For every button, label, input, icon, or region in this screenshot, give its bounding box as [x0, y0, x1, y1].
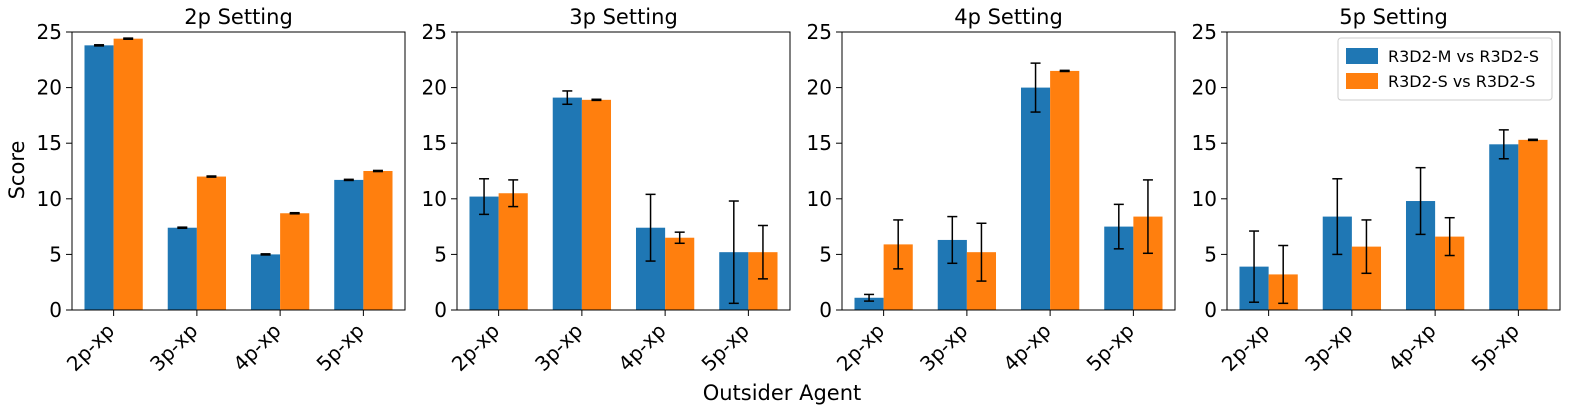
- bar-r3d2s-2p-xp: [113, 38, 143, 311]
- bar-r3d2s-4p-xp: [1050, 70, 1080, 310]
- y-axis-label: Score: [5, 141, 29, 200]
- x-tick-label: 2p-xp: [1217, 319, 1274, 376]
- bar-r3d2m-5p-xp: [1489, 144, 1519, 310]
- y-tick-label: 5: [434, 242, 447, 266]
- y-tick-label: 0: [1204, 298, 1217, 322]
- x-tick-label: 3p-xp: [145, 319, 202, 376]
- panel-2: 3p Setting 0 5 10 15 20 25 2p-xp 3p-xp 4p-xp 5p-xp: [422, 5, 791, 376]
- y-tick-label: 15: [422, 131, 447, 155]
- panel-3: 4p Setting 0 5 10 15 20 25 2p-xp 3p-xp 4p-xp 5p-xp: [807, 5, 1176, 376]
- bar-r3d2s-3p-xp: [196, 176, 227, 310]
- x-tick-label: 2p-xp: [447, 319, 504, 376]
- x-tick-label: 4p-xp: [613, 319, 670, 376]
- bar-r3d2s-3p-xp: [581, 99, 612, 310]
- y-tick-label: 10: [37, 187, 62, 211]
- bar-r3d2m-2p-xp: [84, 45, 114, 311]
- plot-frame: [71, 31, 406, 311]
- panel-title: 4p Setting: [954, 5, 1063, 29]
- y-tick-label: 20: [807, 76, 832, 100]
- legend-label-1: R3D2-M vs R3D2-S: [1388, 47, 1539, 66]
- y-tick-label: 15: [807, 131, 832, 155]
- plot-frame: [841, 31, 1176, 311]
- y-tick-label: 20: [422, 76, 447, 100]
- panel-title: 2p Setting: [184, 5, 293, 29]
- x-tick-label: 3p-xp: [1300, 319, 1357, 376]
- bar-r3d2m-2p-xp: [854, 297, 884, 310]
- legend-swatch-1: [1346, 48, 1378, 64]
- plot-frame: [1226, 31, 1561, 311]
- x-tick-label: 3p-xp: [530, 319, 587, 376]
- y-tick-label: 0: [819, 298, 832, 322]
- y-tick-label: 5: [49, 242, 62, 266]
- panel-1: 2p Setting 0 5 10 15 20 25 2p-xp 3p-xp 4p-xp 5p-xp: [37, 5, 406, 376]
- y-tick-label: 10: [807, 187, 832, 211]
- panel-title: 5p Setting: [1339, 5, 1448, 29]
- y-tick-label: 0: [434, 298, 447, 322]
- y-tick-label: 0: [49, 298, 62, 322]
- x-tick-label: 4p-xp: [1383, 319, 1440, 376]
- legend-label-2: R3D2-S vs R3D2-S: [1388, 72, 1535, 91]
- bar-r3d2m-4p-xp: [250, 254, 281, 310]
- y-tick-label: 25: [37, 20, 62, 44]
- bar-r3d2m-2p-xp: [469, 196, 499, 310]
- x-tick-label: 2p-xp: [62, 319, 119, 376]
- x-tick-label: 2p-xp: [832, 319, 889, 376]
- x-tick-label: 5p-xp: [1082, 319, 1139, 376]
- bar-r3d2m-4p-xp: [1020, 87, 1051, 310]
- x-axis-label: Outsider Agent: [703, 381, 862, 405]
- y-tick-label: 25: [807, 20, 832, 44]
- y-tick-label: 25: [422, 20, 447, 44]
- bar-r3d2s-5p-xp: [363, 171, 393, 310]
- bar-r3d2s-5p-xp: [1518, 139, 1548, 310]
- legend-box: [1337, 37, 1553, 101]
- legend: R3D2-M vs R3D2-S R3D2-S vs R3D2-S: [1337, 37, 1553, 101]
- legend-swatch-2: [1346, 73, 1378, 89]
- bar-r3d2m-5p-xp: [334, 179, 364, 310]
- x-tick-label: 3p-xp: [915, 319, 972, 376]
- x-tick-label: 5p-xp: [697, 319, 754, 376]
- y-tick-label: 5: [819, 242, 832, 266]
- y-tick-label: 10: [1192, 187, 1217, 211]
- bar-r3d2s-4p-xp: [665, 237, 695, 310]
- x-tick-label: 4p-xp: [998, 319, 1055, 376]
- y-tick-label: 10: [422, 187, 447, 211]
- bar-r3d2s-4p-xp: [280, 213, 310, 310]
- y-tick-label: 15: [1192, 131, 1217, 155]
- y-tick-label: 20: [1192, 76, 1217, 100]
- bar-r3d2m-3p-xp: [552, 97, 582, 310]
- chart-panels: 2p Setting 0 5 10 15 20 25 2p-xp 3p-xp 4p-xp 5p-xp…: [37, 5, 1561, 376]
- x-tick-label: 5p-xp: [312, 319, 369, 376]
- plot-frame: [456, 31, 791, 311]
- panel-title: 3p Setting: [569, 5, 678, 29]
- y-tick-label: 25: [1192, 20, 1217, 44]
- y-tick-label: 15: [37, 131, 62, 155]
- x-tick-label: 5p-xp: [1467, 319, 1524, 376]
- y-tick-label: 20: [37, 76, 62, 100]
- x-tick-label: 4p-xp: [228, 319, 285, 376]
- bar-r3d2m-3p-xp: [167, 227, 197, 310]
- y-tick-label: 5: [1204, 242, 1217, 266]
- bar-r3d2s-2p-xp: [498, 193, 528, 310]
